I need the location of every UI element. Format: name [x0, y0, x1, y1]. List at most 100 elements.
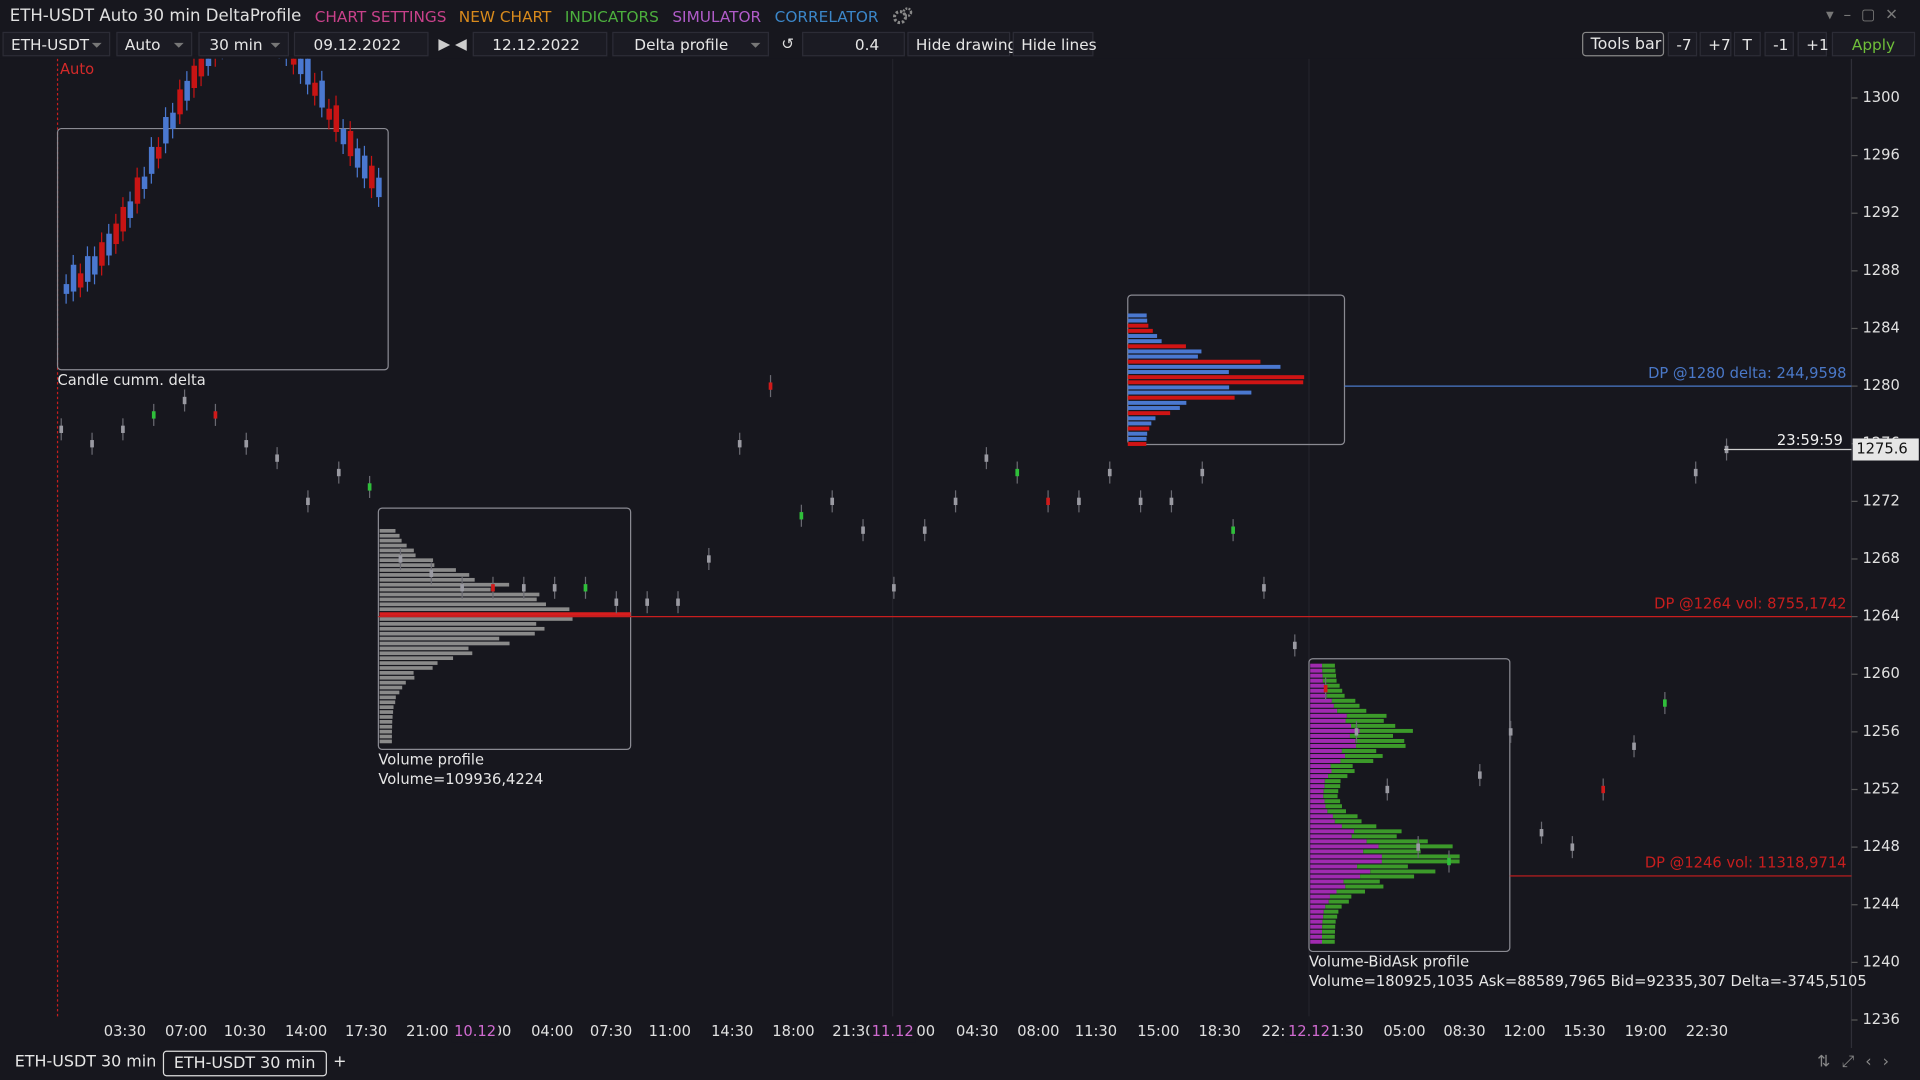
price-candle: [244, 440, 249, 448]
profile-bar: [1127, 339, 1162, 344]
profile-bid: [1310, 713, 1347, 718]
price-candle: [460, 584, 464, 592]
profile-bar: [379, 666, 433, 670]
profile-bid: [1310, 829, 1355, 834]
scale-select[interactable]: Auto: [116, 31, 193, 57]
profile-ask: [1332, 814, 1358, 819]
y-tick-label: 1248: [1862, 838, 1899, 855]
profile-bid: [1310, 869, 1371, 874]
menu-item[interactable]: NEW CHART: [458, 6, 552, 26]
tab[interactable]: ETH-USDT 30 min: [162, 1050, 327, 1077]
y-tick-label: 1280: [1862, 377, 1899, 394]
button[interactable]: +7: [1699, 31, 1732, 57]
profile-bid: [1310, 894, 1330, 899]
profile-ask: [1344, 754, 1383, 758]
x-tick-label: 18:30: [1198, 1023, 1240, 1040]
price-candle: [1323, 684, 1328, 693]
profile-bid: [1310, 799, 1325, 804]
profile-ask: [1323, 794, 1338, 799]
profile-bid: [1310, 879, 1344, 884]
box-label: Volume profile: [378, 751, 484, 768]
profile-bar: [379, 538, 402, 543]
x-tick-label: 11:00: [649, 1023, 691, 1040]
y-tick-label: 1244: [1862, 896, 1899, 913]
button[interactable]: Tools bar: [1582, 31, 1665, 57]
profile-ask: [1322, 663, 1335, 668]
y-tick-label: 1296: [1862, 147, 1899, 164]
nav-arrows[interactable]: ▶ ◀: [438, 34, 467, 53]
profile-bid: [1310, 769, 1332, 774]
price-tag-label: 1275.6: [1856, 440, 1907, 457]
symbol-select[interactable]: ETH-USDT: [2, 31, 111, 57]
profile-bid: [1310, 884, 1346, 889]
profile-ask: [1343, 879, 1380, 884]
menu-item[interactable]: INDICATORS: [564, 6, 659, 26]
profile-bar: [379, 622, 537, 626]
menu-item[interactable]: CHART SETTINGS: [314, 6, 447, 26]
mini-candle: [163, 117, 169, 144]
price-candle: [861, 526, 865, 534]
price-candle: [1107, 468, 1112, 477]
profile-bar: [1127, 390, 1252, 395]
timeframe-select[interactable]: 30 min: [198, 31, 289, 57]
profile-bid: [1310, 789, 1324, 794]
price-candle: [1601, 785, 1606, 794]
profile-bar: [379, 690, 400, 695]
profile-bid: [1310, 759, 1341, 763]
price-candle: [1200, 468, 1205, 477]
button[interactable]: Hide lines: [1012, 31, 1097, 57]
profile-bar: [379, 631, 535, 636]
profile-bid: [1310, 864, 1358, 869]
reset-icon[interactable]: ↺: [781, 34, 795, 53]
profile-bar: [379, 592, 540, 597]
button[interactable]: T: [1733, 31, 1761, 57]
menu-item[interactable]: SIMULATOR: [672, 6, 762, 26]
tab[interactable]: ETH-USDT 30 min: [14, 1053, 157, 1072]
price-candle: [1046, 497, 1050, 506]
step-input[interactable]: 0.4: [802, 31, 905, 57]
date-from[interactable]: 09.12.2022: [293, 31, 429, 57]
apply-button[interactable]: Apply: [1831, 31, 1916, 57]
button[interactable]: -7: [1667, 31, 1698, 57]
profile-bid: [1310, 819, 1335, 824]
profile-bar: [1127, 313, 1147, 318]
mini-candle: [361, 155, 368, 179]
date-to[interactable]: 12.12.2022: [472, 31, 608, 57]
x-tick-label: 08:00: [1017, 1023, 1059, 1040]
level-label: DP @1280 delta: 244,9598: [1648, 365, 1846, 382]
profile-bid: [1310, 733, 1350, 738]
mini-candle: [170, 112, 176, 129]
window-controls[interactable]: ▾–▢✕: [1825, 4, 1908, 24]
price-candle: [953, 497, 958, 506]
settings-icon[interactable]: [892, 6, 914, 26]
mode-select[interactable]: Delta profile: [612, 31, 769, 57]
mini-candle: [63, 284, 70, 294]
button[interactable]: +1: [1797, 31, 1829, 57]
mini-candle: [70, 264, 77, 292]
profile-bar: [379, 720, 393, 724]
mini-candle: [191, 65, 198, 88]
x-tick-label: 1:30: [1330, 1023, 1363, 1040]
y-tick-label: 1268: [1862, 550, 1899, 567]
profile-bar: [1127, 328, 1153, 333]
profile-bar: [379, 641, 510, 646]
mini-candle: [319, 80, 325, 108]
profile-bid: [1310, 668, 1323, 673]
profile-bar: [379, 695, 396, 700]
nav-icons[interactable]: ⇅⤢‹›: [1817, 1053, 1901, 1072]
profile-bar: [1127, 416, 1156, 421]
menu-item[interactable]: CORRELATOR: [774, 6, 879, 26]
drawing-box: [377, 507, 632, 751]
button[interactable]: -1: [1764, 31, 1794, 57]
button[interactable]: Hide drawing: [907, 31, 1017, 57]
add-tab[interactable]: +: [333, 1053, 347, 1072]
profile-bid: [1310, 688, 1326, 693]
profile-ask: [1322, 673, 1337, 678]
profile-ask: [1324, 784, 1341, 789]
price-candle: [1231, 526, 1235, 534]
profile-bid: [1310, 738, 1356, 743]
profile-ask: [1323, 909, 1339, 914]
profile-ask: [1354, 829, 1402, 834]
